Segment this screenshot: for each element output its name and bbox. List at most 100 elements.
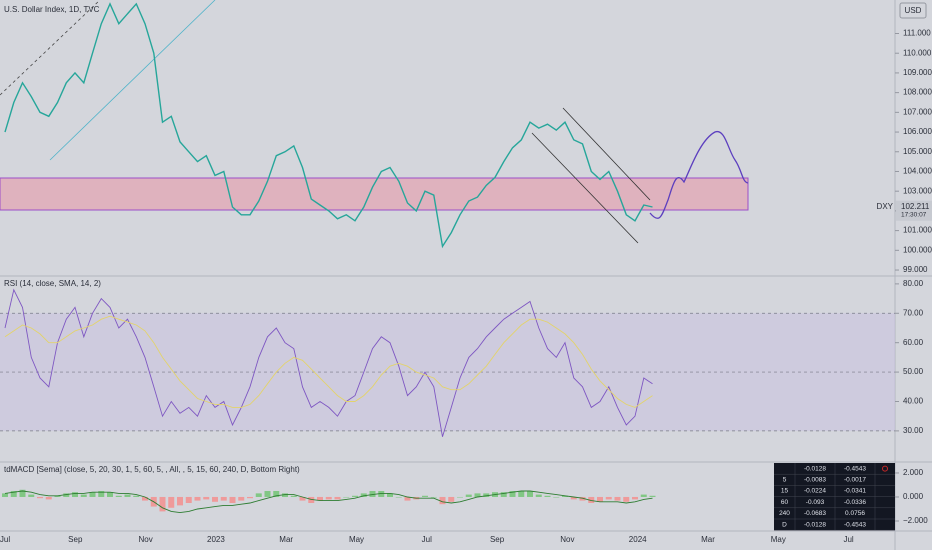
histogram-bar xyxy=(422,495,428,497)
histogram-bar xyxy=(290,495,297,497)
histogram-bar xyxy=(562,495,568,497)
x-tick-label: May xyxy=(771,535,786,544)
histogram-bar xyxy=(369,490,376,497)
pane xyxy=(2,489,656,514)
table-cell: 5 xyxy=(783,477,787,484)
histogram-bar xyxy=(54,495,61,497)
channel-line xyxy=(531,132,639,244)
x-tick-label: Jul xyxy=(422,535,432,544)
countdown: 17:30:07 xyxy=(901,211,927,218)
currency[interactable]: USD xyxy=(905,6,922,15)
histogram-bar xyxy=(238,496,245,501)
table-cell: -0.4543 xyxy=(844,465,866,472)
histogram-bar xyxy=(45,496,52,500)
y-tick-label: 2.000 xyxy=(903,468,924,477)
projection-path xyxy=(649,130,749,219)
histogram-bar xyxy=(500,492,507,497)
histogram-bar xyxy=(115,495,122,497)
histogram-bar xyxy=(185,496,192,503)
histogram-bar xyxy=(404,496,411,501)
series-line xyxy=(4,288,653,437)
y-tick-label: 108.000 xyxy=(903,88,932,97)
histogram-bar xyxy=(527,490,533,497)
histogram-bar xyxy=(439,496,446,505)
pane xyxy=(4,2,653,249)
histogram-bar xyxy=(177,496,183,506)
table-cell: -0.0128 xyxy=(804,521,826,528)
histogram-bar xyxy=(264,490,271,497)
histogram-bar xyxy=(273,490,280,497)
x-tick-label: Sep xyxy=(490,535,505,544)
x-tick-label: Jul xyxy=(0,535,10,544)
histogram-bar xyxy=(203,496,210,500)
histogram-bar xyxy=(72,492,78,497)
table-cell: -0.0017 xyxy=(844,477,866,484)
table-cell: 60 xyxy=(781,499,789,506)
histogram-bar xyxy=(98,490,105,497)
histogram-bar xyxy=(579,496,586,501)
macd-title: tdMACD [Sema] (close, 5, 20, 30, 1, 5, 6… xyxy=(4,465,300,474)
histogram-bar xyxy=(10,490,17,497)
y-tick-label: 0.000 xyxy=(903,492,924,501)
histogram-bar xyxy=(255,493,262,497)
histogram-bar xyxy=(37,496,43,499)
y-tick-label: 100.000 xyxy=(903,245,932,254)
last-price: 102.211 xyxy=(901,202,930,211)
histogram-bar xyxy=(220,496,227,501)
x-tick-label: Nov xyxy=(138,535,152,544)
histogram-bar xyxy=(387,493,393,497)
table-cell: -0.0128 xyxy=(804,465,826,472)
y-tick-label: 101.000 xyxy=(903,226,932,235)
histogram-bar xyxy=(474,493,481,497)
histogram-bar xyxy=(299,496,306,501)
y-tick-label: 109.000 xyxy=(903,68,932,77)
histogram-bar xyxy=(509,490,516,497)
x-tick-label: May xyxy=(349,535,364,544)
x-tick-label: Sep xyxy=(68,535,83,544)
histogram-bar xyxy=(352,495,358,497)
series-line xyxy=(4,490,653,514)
histogram-bar xyxy=(544,495,551,497)
histogram-bar xyxy=(212,496,218,502)
y-tick-label: 50.00 xyxy=(903,367,924,376)
table-cell: -0.4543 xyxy=(844,521,866,528)
histogram-bar xyxy=(282,493,288,497)
histogram-bar xyxy=(448,496,455,502)
last-price-tag xyxy=(896,200,932,221)
histogram-bar xyxy=(334,496,341,500)
histogram-bar xyxy=(553,496,560,498)
histogram-bar xyxy=(535,494,542,497)
histogram-bar xyxy=(605,496,612,500)
table-cell: 15 xyxy=(781,488,789,495)
table-cell: -0.0083 xyxy=(804,477,826,484)
y-tick-label: 103.000 xyxy=(903,186,932,195)
table-cell: D xyxy=(782,521,787,528)
channel-line xyxy=(562,107,651,201)
histogram-bar xyxy=(483,493,490,497)
histogram-bar xyxy=(2,493,8,497)
histogram-bar xyxy=(89,492,96,497)
chart-title: U.S. Dollar Index, 1D, TVC xyxy=(4,5,100,14)
y-tick-label: 106.000 xyxy=(903,127,932,136)
x-tick-label: Mar xyxy=(279,535,293,544)
y-tick-label: 111.000 xyxy=(903,29,931,38)
histogram-bar xyxy=(159,496,166,512)
y-tick-label: −2.000 xyxy=(903,516,928,525)
table-cell: -0.0336 xyxy=(844,499,866,506)
trend-line xyxy=(0,0,101,96)
histogram-bar xyxy=(343,496,350,498)
histogram-bar xyxy=(28,494,35,497)
currency-button[interactable] xyxy=(899,2,927,19)
table-cell: -0.093 xyxy=(806,499,825,506)
histogram-bar xyxy=(107,492,113,497)
y-tick-label: 99.000 xyxy=(903,265,928,274)
y-tick-label: 70.00 xyxy=(903,308,924,317)
pane xyxy=(0,288,895,437)
histogram-bar xyxy=(597,496,603,502)
histogram-bar xyxy=(614,496,621,501)
x-tick-label: 2024 xyxy=(629,535,647,544)
y-tick-label: 80.00 xyxy=(903,279,924,288)
histogram-bar xyxy=(317,496,323,501)
histogram-bar xyxy=(194,496,201,501)
rsi-title: RSI (14, close, SMA, 14, 2) xyxy=(4,279,101,288)
